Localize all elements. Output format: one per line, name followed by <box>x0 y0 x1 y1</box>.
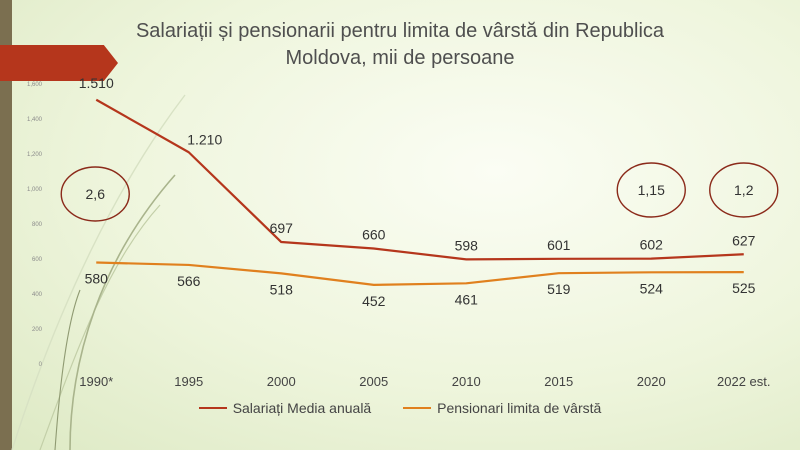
legend-item-pensionari: Pensionari limita de vârstă <box>403 400 601 416</box>
legend-label-pensionari: Pensionari limita de vârstă <box>437 400 602 416</box>
legend-item-salariati: Salariați Media anuală <box>198 400 372 416</box>
page-title: Salariații și pensionarii pentru limita … <box>100 18 700 72</box>
data-label: 1.210 <box>187 131 222 147</box>
legend-swatch-salariati <box>198 407 227 409</box>
y-tick-label: 1,200 <box>27 152 43 158</box>
series-line-salariati <box>95 98 744 261</box>
data-label: 697 <box>270 220 294 236</box>
annotation-label: 2,6 <box>86 186 106 202</box>
data-label: 1.510 <box>79 75 114 91</box>
data-label: 566 <box>177 273 201 289</box>
x-tick-label: 2005 <box>359 374 388 389</box>
data-label: 519 <box>547 281 571 297</box>
data-label: 452 <box>362 293 386 309</box>
annotation-label: 1,2 <box>734 182 754 198</box>
y-tick-label: 1,000 <box>27 187 43 193</box>
data-label: 601 <box>547 237 571 253</box>
x-tick-label: 2015 <box>544 374 573 389</box>
y-tick-label: 1,400 <box>27 117 43 123</box>
y-tick-label: 1,600 <box>27 82 43 88</box>
title-line-2: Moldova, mii de persoane <box>285 47 515 69</box>
x-tick-label: 2020 <box>637 374 666 389</box>
data-label: 660 <box>362 227 386 243</box>
x-tick-label: 1995 <box>174 374 203 389</box>
series-line-pensionari <box>96 261 744 286</box>
annotation-circle <box>709 162 779 218</box>
legend-label-salariati: Salariați Media anuală <box>232 400 372 416</box>
y-tick-label: 0 <box>39 362 43 368</box>
annotation-circle <box>616 162 686 218</box>
red-arrow-accent <box>0 45 118 81</box>
x-tick-label: 2010 <box>452 374 481 389</box>
data-label: 518 <box>270 281 294 297</box>
left-accent-bar <box>0 0 12 450</box>
annotation-label: 1,15 <box>638 182 665 198</box>
legend-swatch-pensionari <box>403 407 432 409</box>
x-tick-label: 2022 est. <box>717 374 771 389</box>
data-label: 627 <box>732 232 756 248</box>
x-tick-label: 1990* <box>79 374 113 389</box>
data-label: 580 <box>85 271 109 287</box>
y-tick-label: 800 <box>32 222 43 228</box>
y-tick-label: 200 <box>32 327 43 333</box>
annotation-circle <box>60 166 130 222</box>
title-line-1: Salariații și pensionarii pentru limita … <box>135 20 665 42</box>
y-tick-label: 600 <box>32 257 43 263</box>
data-label: 598 <box>455 237 479 253</box>
y-tick-label: 400 <box>32 292 43 298</box>
data-label: 525 <box>732 280 756 296</box>
data-label: 524 <box>640 280 664 296</box>
data-label: 602 <box>640 237 664 253</box>
x-tick-label: 2000 <box>267 374 296 389</box>
chart-legend: Salariați Media anuală Pensionari limita… <box>0 396 800 416</box>
data-label: 461 <box>455 291 479 307</box>
